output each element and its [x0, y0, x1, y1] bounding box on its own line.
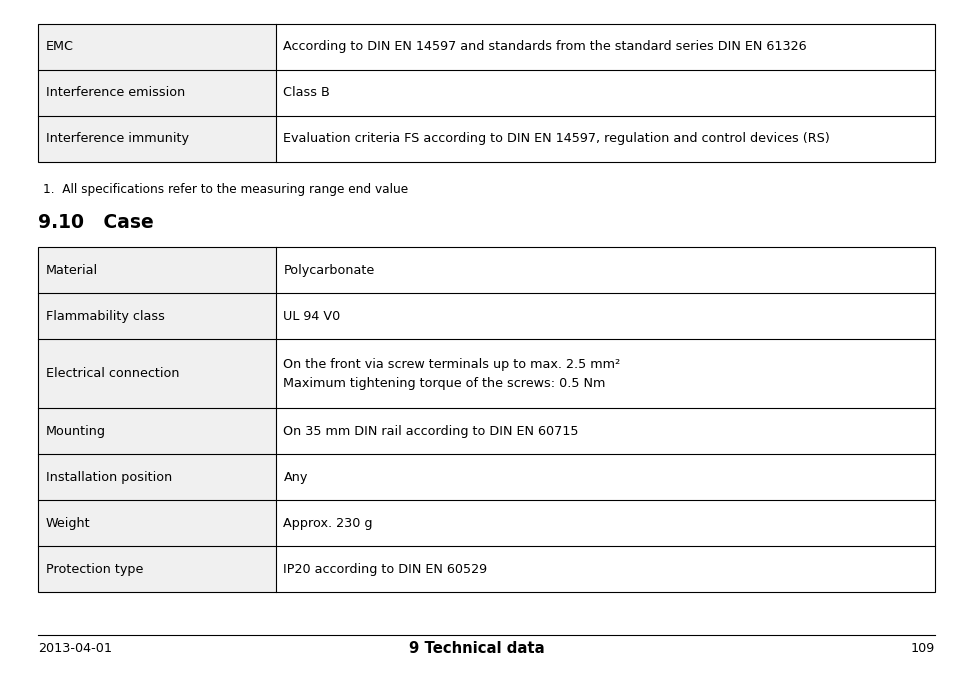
Bar — [38, 247, 934, 592]
Bar — [38, 454, 275, 500]
Text: Class B: Class B — [283, 86, 330, 100]
Bar — [275, 546, 934, 592]
Text: Evaluation criteria FS according to DIN EN 14597, regulation and control devices: Evaluation criteria FS according to DIN … — [283, 132, 829, 146]
Text: 1.  All specifications refer to the measuring range end value: 1. All specifications refer to the measu… — [43, 183, 408, 196]
Text: 109: 109 — [910, 642, 934, 655]
Text: UL 94 V0: UL 94 V0 — [283, 309, 340, 323]
Bar — [275, 339, 934, 408]
Text: Maximum tightening torque of the screws: 0.5 Nm: Maximum tightening torque of the screws:… — [283, 376, 605, 389]
Bar — [275, 70, 934, 116]
Text: 2013-04-01: 2013-04-01 — [38, 642, 112, 655]
Text: Approx. 230 g: Approx. 230 g — [283, 517, 373, 530]
Bar — [38, 70, 275, 116]
Text: Protection type: Protection type — [46, 563, 143, 576]
Bar — [275, 408, 934, 454]
Text: EMC: EMC — [46, 40, 73, 53]
Bar — [38, 546, 275, 592]
Text: Installation position: Installation position — [46, 471, 172, 484]
Text: IP20 according to DIN EN 60529: IP20 according to DIN EN 60529 — [283, 563, 487, 576]
Text: 9 Technical data: 9 Technical data — [409, 641, 544, 656]
Bar — [38, 293, 275, 339]
Text: Interference immunity: Interference immunity — [46, 132, 189, 146]
Text: Polycarbonate: Polycarbonate — [283, 263, 375, 277]
Text: Material: Material — [46, 263, 98, 277]
Text: Flammability class: Flammability class — [46, 309, 165, 323]
Text: Weight: Weight — [46, 517, 91, 530]
Bar — [38, 339, 275, 408]
Bar — [38, 24, 934, 162]
Bar — [275, 24, 934, 70]
Text: Any: Any — [283, 471, 308, 484]
Text: Interference emission: Interference emission — [46, 86, 185, 100]
Text: Mounting: Mounting — [46, 424, 106, 438]
Text: 9.10   Case: 9.10 Case — [38, 213, 153, 232]
Bar — [38, 24, 275, 70]
Text: On the front via screw terminals up to max. 2.5 mm²: On the front via screw terminals up to m… — [283, 358, 620, 371]
Bar — [275, 500, 934, 546]
Bar — [38, 116, 275, 162]
Bar — [38, 500, 275, 546]
Bar — [275, 247, 934, 293]
Bar — [275, 116, 934, 162]
Text: On 35 mm DIN rail according to DIN EN 60715: On 35 mm DIN rail according to DIN EN 60… — [283, 424, 578, 438]
Bar — [275, 454, 934, 500]
Text: Electrical connection: Electrical connection — [46, 367, 179, 380]
Bar — [38, 408, 275, 454]
Text: According to DIN EN 14597 and standards from the standard series DIN EN 61326: According to DIN EN 14597 and standards … — [283, 40, 806, 53]
Bar — [38, 247, 275, 293]
Bar — [275, 293, 934, 339]
